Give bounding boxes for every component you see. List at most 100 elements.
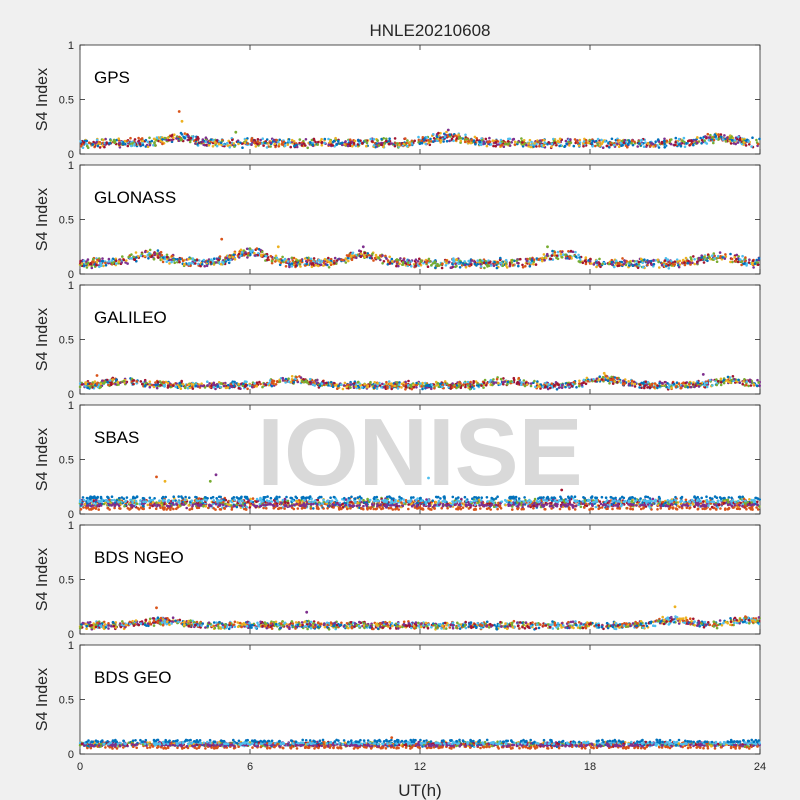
outlier-point (177, 110, 181, 113)
data-point (244, 139, 248, 142)
data-point (616, 139, 620, 142)
data-point (327, 256, 330, 260)
data-point (308, 381, 312, 384)
data-point (141, 143, 145, 147)
data-point (492, 378, 495, 381)
data-point (95, 382, 99, 386)
data-point (448, 260, 451, 264)
data-point (732, 142, 736, 145)
data-point (91, 257, 95, 261)
y-axis-label: S4 Index (34, 188, 51, 251)
data-point (126, 144, 130, 148)
data-point (594, 144, 597, 148)
data-point (560, 255, 564, 259)
data-point (667, 386, 671, 390)
data-point (159, 383, 162, 387)
data-point (282, 140, 286, 144)
data-point (432, 137, 436, 140)
data-point (130, 253, 133, 256)
data-point (155, 252, 159, 255)
data-point (256, 140, 259, 143)
watermark-text: IONISE (257, 399, 582, 506)
data-point (707, 138, 711, 142)
data-point (143, 254, 146, 258)
data-point (224, 386, 228, 390)
data-point (470, 138, 473, 141)
data-point (363, 383, 366, 386)
data-point (206, 384, 209, 387)
data-point (222, 143, 225, 146)
data-point (410, 265, 413, 268)
data-point (283, 144, 287, 147)
data-point (139, 380, 143, 383)
data-point (187, 134, 190, 138)
data-point (683, 261, 686, 265)
data-point (99, 385, 103, 389)
data-point (329, 261, 332, 265)
data-point (396, 142, 399, 145)
data-point (635, 262, 638, 266)
data-point (473, 262, 477, 266)
data-point (706, 132, 710, 136)
data-point (709, 133, 712, 137)
data-point (636, 145, 639, 148)
data-point (501, 264, 505, 268)
data-point (425, 136, 429, 139)
data-point (628, 261, 632, 264)
data-point (681, 258, 685, 262)
data-point (435, 139, 439, 142)
data-point (601, 375, 605, 379)
data-point (669, 142, 673, 146)
data-point (322, 261, 326, 265)
data-point (610, 137, 614, 141)
data-point (126, 262, 129, 265)
data-point (181, 259, 185, 263)
data-point (699, 136, 702, 140)
data-point (622, 141, 626, 144)
data-point (317, 140, 320, 144)
data-point (590, 141, 594, 145)
data-point (387, 380, 391, 383)
data-point (469, 380, 472, 384)
data-point (156, 249, 160, 252)
data-point (496, 260, 500, 264)
data-point (101, 257, 104, 260)
data-point (523, 384, 527, 388)
data-point (731, 375, 735, 378)
data-point (90, 262, 93, 266)
data-point (341, 141, 344, 145)
data-point (642, 145, 646, 148)
data-point (707, 255, 711, 258)
data-point (202, 143, 205, 146)
data-point (573, 138, 577, 141)
data-point (123, 504, 126, 508)
data-point (479, 262, 482, 266)
data-point (455, 137, 459, 140)
data-point (395, 260, 399, 264)
data-point (380, 137, 383, 141)
data-point (374, 253, 378, 257)
data-point (560, 386, 564, 390)
data-point (265, 254, 268, 258)
data-point (420, 139, 423, 143)
data-point (191, 387, 195, 390)
data-point (748, 378, 752, 382)
data-point (426, 259, 429, 263)
data-point (525, 383, 529, 386)
data-point (582, 145, 585, 148)
panel-label: GALILEO (94, 308, 167, 327)
data-point (176, 258, 179, 261)
outlier-point (220, 237, 224, 241)
data-point (442, 140, 445, 143)
data-point (719, 381, 723, 384)
data-point (727, 380, 730, 384)
data-point (600, 142, 604, 145)
data-point (729, 252, 732, 256)
data-point (592, 263, 596, 266)
data-point (486, 140, 490, 144)
data-point (546, 142, 549, 146)
data-point (157, 136, 160, 139)
data-point (405, 141, 409, 145)
